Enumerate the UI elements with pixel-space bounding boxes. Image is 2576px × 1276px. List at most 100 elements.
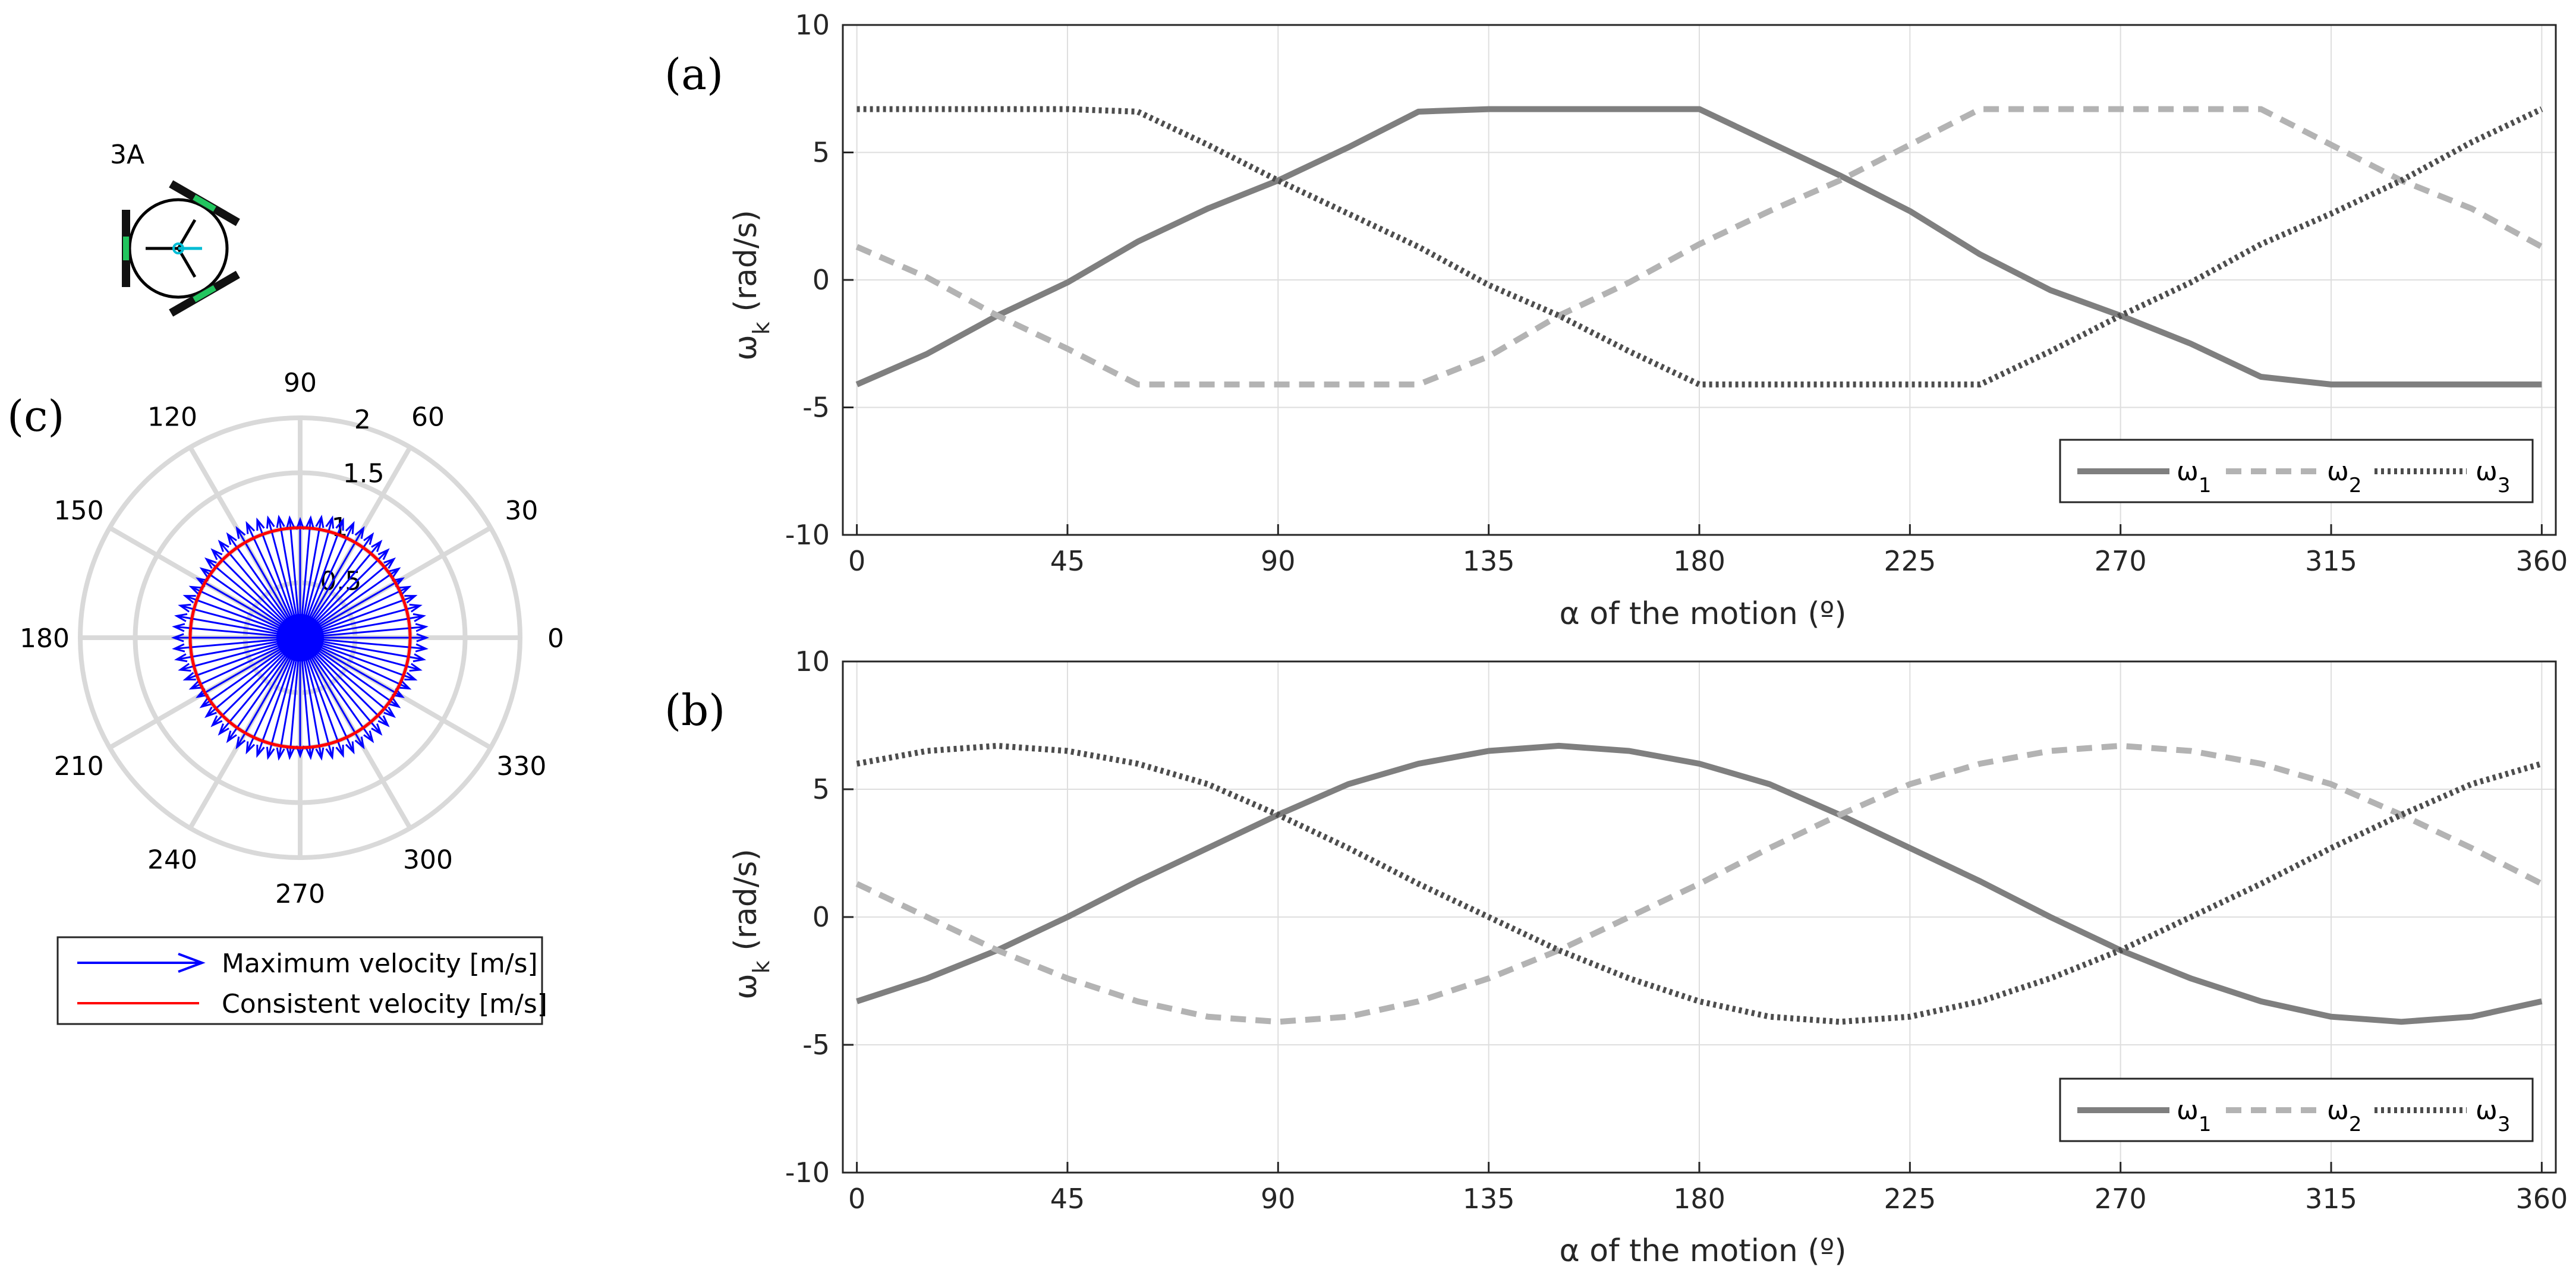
arrow-hub xyxy=(276,614,324,661)
velocity-arrow-head xyxy=(335,517,344,531)
velocity-arrow-head xyxy=(363,730,374,743)
plot-c: 03060901201501802102402703003300.511.52 xyxy=(20,368,564,909)
velocity-arrow-head xyxy=(398,680,412,690)
ytick-label: 5 xyxy=(813,137,830,169)
velocity-arrow-head xyxy=(383,706,396,719)
velocity-arrow-head xyxy=(295,516,305,530)
series-line-1 xyxy=(855,106,2542,387)
velocity-arrow-head xyxy=(315,515,325,528)
plot-b: 0 45 90 135 180 225 270 315 360 -10 -5 0 5 10 xyxy=(785,645,2568,1215)
velocity-arrow-head xyxy=(182,595,196,604)
velocity-arrow-head xyxy=(235,525,246,539)
series-line-2 xyxy=(855,106,2543,387)
velocity-arrow-head xyxy=(256,517,265,531)
polar-angle-label: 150 xyxy=(54,496,104,526)
velocity-arrow-head xyxy=(335,745,344,758)
xtick-label: 225 xyxy=(1884,1183,1936,1215)
xtick-label: 135 xyxy=(1463,1183,1515,1215)
xtick-label: 270 xyxy=(2095,545,2147,577)
velocity-arrow-head xyxy=(388,567,401,578)
velocity-arrow-head xyxy=(204,557,217,569)
legend-c-label-2: Consistent velocity [m/s] xyxy=(222,989,547,1019)
ytick-label: -5 xyxy=(802,1029,830,1061)
robot-diagram xyxy=(122,180,240,317)
velocity-arrow-head xyxy=(266,515,275,529)
velocity-arrow-head xyxy=(195,577,209,588)
ytick-label: 10 xyxy=(795,9,830,41)
velocity-arrow-head xyxy=(245,521,256,534)
xtick-label: 360 xyxy=(2515,1183,2568,1215)
series-line-2 xyxy=(855,742,2543,1025)
xtick-label: 270 xyxy=(2095,1183,2147,1215)
velocity-arrow-head xyxy=(371,540,383,552)
velocity-arrow-head xyxy=(210,548,223,560)
polar-radius-label: 2 xyxy=(354,405,371,435)
velocity-arrow-head xyxy=(345,521,355,534)
xtick-label: 90 xyxy=(1261,1183,1296,1215)
velocity-arrow-head xyxy=(388,697,401,708)
velocity-arrow-head xyxy=(412,613,426,622)
polar-angle-label: 90 xyxy=(284,368,317,398)
velocity-arrow-head xyxy=(178,663,191,672)
velocity-arrow-head xyxy=(174,613,188,622)
xlabel-a: α of the motion (º) xyxy=(1559,596,1846,632)
velocity-arrow-head xyxy=(409,663,423,672)
polar-angle-label: 120 xyxy=(147,402,197,433)
velocity-arrow-head xyxy=(286,515,295,529)
ytick-label: -10 xyxy=(785,519,830,551)
velocity-arrow-head xyxy=(286,746,295,761)
velocity-arrow-head xyxy=(363,532,374,545)
velocity-arrow-head xyxy=(325,746,335,760)
ytick-label: 10 xyxy=(795,645,830,678)
velocity-arrow-head xyxy=(415,643,429,653)
xlabel-b: α of the motion (º) xyxy=(1559,1233,1846,1269)
xtick-label: 180 xyxy=(1673,545,1725,577)
velocity-arrow-head xyxy=(276,515,285,528)
velocity-arrow-head xyxy=(325,515,335,529)
robot-label: 3A xyxy=(110,140,144,170)
xtick-label: 45 xyxy=(1050,545,1085,577)
legend-b: ω1 ω2 ω3 xyxy=(2059,1077,2534,1142)
wheel-3 xyxy=(169,270,240,317)
velocity-arrow-head xyxy=(377,548,390,560)
polar-radius-label: 1.5 xyxy=(343,459,385,489)
velocity-arrow-head xyxy=(199,567,212,578)
polar-angle-label: 30 xyxy=(505,496,538,526)
consistent-velocity-circle xyxy=(188,526,412,749)
polar-angle-label: 240 xyxy=(147,845,197,875)
velocity-arrow-head xyxy=(416,633,430,642)
velocity-arrow-head xyxy=(235,736,246,750)
velocity-arrow-head xyxy=(210,715,223,727)
legend-c-arrow-head xyxy=(178,953,206,973)
velocity-arrow-head xyxy=(199,697,212,708)
ylabel-b: ωk (rad/s) xyxy=(728,849,774,1000)
xtick-label: 315 xyxy=(2305,545,2357,577)
velocity-arrow-head xyxy=(218,540,229,552)
velocity-arrow-head xyxy=(171,633,184,642)
xtick-label: 315 xyxy=(2305,1183,2357,1215)
velocity-arrow-head xyxy=(398,585,412,596)
legend-b-label-2: ω2 xyxy=(2327,1095,2362,1136)
legend-b-label-3: ω3 xyxy=(2476,1095,2511,1136)
velocity-arrow-head xyxy=(305,746,314,761)
velocity-arrow-head xyxy=(256,745,265,758)
velocity-arrow-head xyxy=(172,643,185,653)
velocity-arrow-head xyxy=(305,515,314,529)
panel-label-a: (a) xyxy=(665,49,723,99)
velocity-arrow-head xyxy=(204,706,217,719)
xtick-label: 135 xyxy=(1463,545,1515,577)
polar-angle-label: 180 xyxy=(20,623,70,654)
plot-a: 0 45 90 135 180 225 270 315 360 -10 -5 0 5 10 xyxy=(785,9,2568,577)
velocity-arrow-head xyxy=(315,747,325,761)
ylabel-a: ωk (rad/s) xyxy=(728,210,774,361)
ytick-label: 0 xyxy=(813,901,830,933)
xtick-label: 0 xyxy=(848,545,865,577)
polar-angle-label: 300 xyxy=(403,845,453,875)
wheel-2 xyxy=(169,180,240,226)
velocity-arrow-head xyxy=(392,688,405,698)
velocity-arrow-head xyxy=(295,745,305,759)
velocity-arrow-head xyxy=(172,623,185,632)
velocity-arrow-head xyxy=(276,747,285,761)
legend-c: Maximum velocity [m/s] Consistent veloci… xyxy=(56,936,547,1025)
